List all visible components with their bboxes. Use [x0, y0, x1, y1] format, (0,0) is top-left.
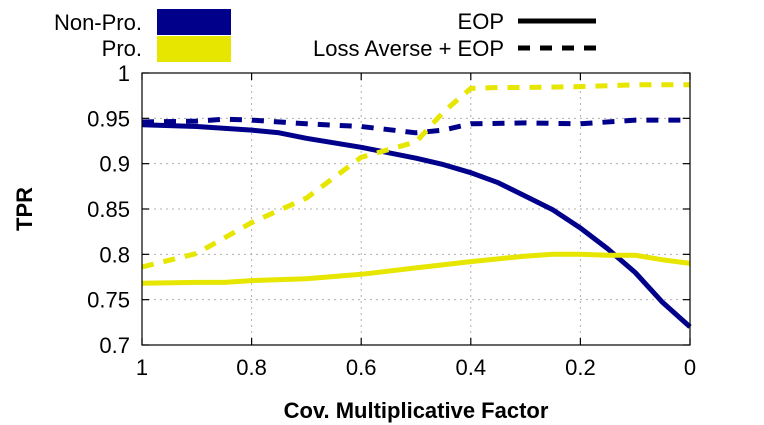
y-tick-label: 0.8: [99, 242, 130, 267]
legend-label-loss-averse-eop: Loss Averse + EOP: [313, 36, 504, 61]
grid: [142, 73, 690, 345]
y-tick-label: 0.95: [87, 106, 130, 131]
series-line-non-pro-loss-averse-eop: [141, 116, 690, 136]
x-tick-label: 0.2: [565, 355, 596, 380]
x-tick-label: 0.6: [346, 355, 377, 380]
y-tick-label: 0.9: [99, 152, 130, 177]
series-line-pro-loss-averse-eop: [141, 82, 690, 270]
legend-label-pro: Pro.: [102, 36, 142, 61]
y-tick-label: 0.75: [87, 288, 130, 313]
y-tick-label: 0.85: [87, 197, 130, 222]
plot-frame: [141, 72, 691, 346]
legend-label-eop: EOP: [458, 9, 504, 34]
series-line-pro-eop: [141, 251, 691, 286]
legend: Non-Pro. Pro. EOP Loss Averse + EOP: [54, 9, 596, 62]
legend-swatch-non-pro: [157, 9, 231, 35]
y-tick-label: 0.7: [99, 333, 130, 358]
legend-label-non-pro: Non-Pro.: [54, 10, 142, 35]
series-lines: [141, 82, 692, 329]
x-tick-label: 0: [684, 355, 696, 380]
series-line-non-pro-eop: [141, 122, 692, 329]
axis-ticks: 0.7 0.75 0.8 0.85 0.9 0.95 1 1 0.8 0.6 0.4 0.2 0: [87, 61, 696, 380]
y-axis-title: TPR: [12, 187, 37, 231]
legend-swatch-pro: [157, 36, 231, 62]
x-tick-label: 0.8: [236, 355, 267, 380]
x-tick-label: 1: [136, 355, 148, 380]
x-axis-title: Cov. Multiplicative Factor: [284, 398, 549, 423]
y-tick-label: 1: [118, 61, 130, 86]
x-tick-label: 0.4: [456, 355, 487, 380]
